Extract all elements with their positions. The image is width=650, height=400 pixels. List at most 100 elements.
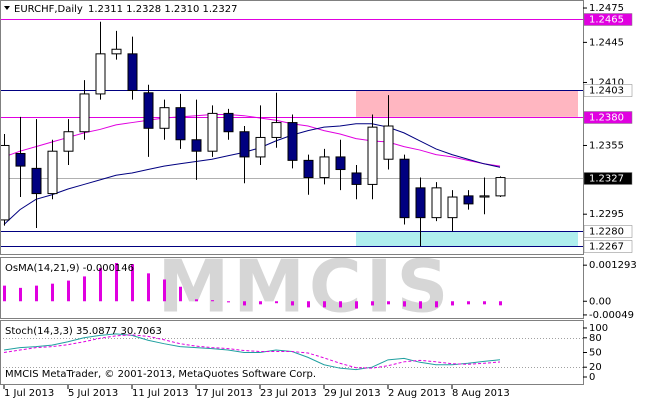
x-tick-label: 23 Jul 2013: [260, 388, 317, 399]
y-tick-label: 100: [589, 323, 608, 334]
main-panel-frame: [0, 0, 584, 255]
candle-body: [175, 107, 186, 141]
osma-bar: [387, 301, 390, 305]
osma-bar: [211, 300, 214, 302]
osma-bar: [323, 301, 326, 308]
y-tick-label: 0: [589, 372, 595, 383]
osma-bar: [227, 301, 230, 303]
osma-bar: [371, 301, 374, 306]
level-label-bg: [583, 13, 633, 26]
osma-bar: [483, 301, 486, 305]
candle-body: [255, 136, 266, 158]
x-tick-label: 5 Jul 2013: [68, 388, 118, 399]
candle-body: [111, 48, 122, 55]
candle-body: [271, 122, 282, 138]
osma-bar: [451, 301, 454, 306]
level-label: 1.2280: [589, 227, 624, 238]
osma-bar: [131, 264, 134, 302]
stoch-line: [3, 333, 501, 371]
y-tick-label: 1.2410: [589, 77, 624, 88]
moving-average: [3, 123, 501, 225]
candle-body: [79, 93, 90, 133]
candle-body: [47, 150, 58, 195]
copyright: MMCIS MetaTrader, © 2001-2013, MetaQuote…: [5, 369, 316, 380]
candle-body: [495, 177, 506, 197]
candle-body: [447, 196, 458, 219]
level-label-bg: [583, 172, 633, 185]
candle-body: [367, 126, 378, 185]
candle-body: [287, 122, 298, 161]
candle-body: [15, 152, 26, 167]
level-label: 1.2465: [589, 15, 624, 26]
x-tick-label: 1 Jul 2013: [4, 388, 54, 399]
candle-body: [159, 107, 170, 129]
osma-bar: [83, 276, 86, 302]
osma-bar: [147, 273, 150, 302]
y-tick-label: 1.2475: [589, 3, 624, 14]
y-tick-label: 1.2445: [589, 37, 624, 48]
candle-body: [479, 195, 490, 198]
zone: [356, 90, 578, 117]
osma-bar: [435, 301, 438, 308]
osma-bar: [67, 280, 70, 302]
osma-bar: [403, 301, 406, 307]
osma-bar: [243, 301, 246, 306]
chart-layer: MMCIS: [0, 19, 583, 371]
x-tick-label: 8 Aug 2013: [452, 388, 510, 399]
osma-bar: [51, 283, 54, 302]
candle-body: [31, 167, 42, 195]
osma-bar: [467, 301, 470, 305]
y-tick-label: 80: [589, 333, 602, 344]
level-label-bg: [583, 111, 633, 124]
candle-body: [319, 156, 330, 179]
candle-body: [383, 125, 394, 160]
candle-body: [95, 53, 106, 95]
y-tick-label: -0.00049: [589, 310, 634, 321]
osma-bar: [275, 301, 278, 304]
candle-body: [351, 172, 362, 185]
osma-bar: [355, 301, 358, 309]
candle-body: [239, 131, 250, 158]
y-tick-label: 0.00: [589, 296, 611, 307]
y-tick-label: 0.001293: [589, 260, 637, 271]
candle-body: [415, 187, 426, 219]
x-tick-label: 11 Jul 2013: [132, 388, 189, 399]
osma-bar: [19, 287, 22, 302]
level-label: 1.2327: [589, 174, 624, 185]
candle-body: [223, 112, 234, 133]
level-label-bg: [583, 225, 633, 238]
osma-bar: [179, 286, 182, 302]
candle-body: [431, 187, 442, 219]
stoch-line: [3, 334, 501, 369]
candle-body: [335, 156, 346, 171]
candle-body: [207, 112, 218, 152]
osma-panel-frame: [0, 257, 584, 319]
osma-bar: [35, 285, 38, 302]
ohlc-text: 1.2311 1.2328 1.2310 1.2327: [88, 4, 238, 15]
level-label: 1.2403: [589, 86, 624, 97]
osma-bar: [3, 285, 6, 302]
x-tick-label: 29 Jul 2013: [324, 388, 381, 399]
y-tick-label: 1.2295: [589, 209, 624, 220]
osma-bar: [115, 263, 118, 302]
osma-bar: [259, 301, 262, 305]
candle-body: [127, 53, 138, 91]
candle-body: [0, 144, 10, 221]
level-label-bg: [583, 84, 633, 97]
osma-bar: [419, 301, 422, 309]
watermark: MMCIS: [158, 245, 453, 329]
candle-body: [63, 131, 74, 152]
osma-bar: [499, 301, 502, 306]
y-tick-label: 1.2355: [589, 140, 624, 151]
level-label: 1.2267: [589, 242, 624, 253]
x-tick-label: 17 Jul 2013: [196, 388, 253, 399]
stoch-title: Stoch(14,3,3) 35.0877 30.7063: [5, 326, 162, 337]
level-label-bg: [583, 240, 633, 253]
osma-bar: [99, 268, 102, 302]
y-tick-label: 50: [589, 348, 602, 359]
candle-body: [303, 159, 314, 179]
candle-body: [191, 139, 202, 152]
osma-bar: [163, 279, 166, 302]
candle-body: [399, 158, 410, 219]
